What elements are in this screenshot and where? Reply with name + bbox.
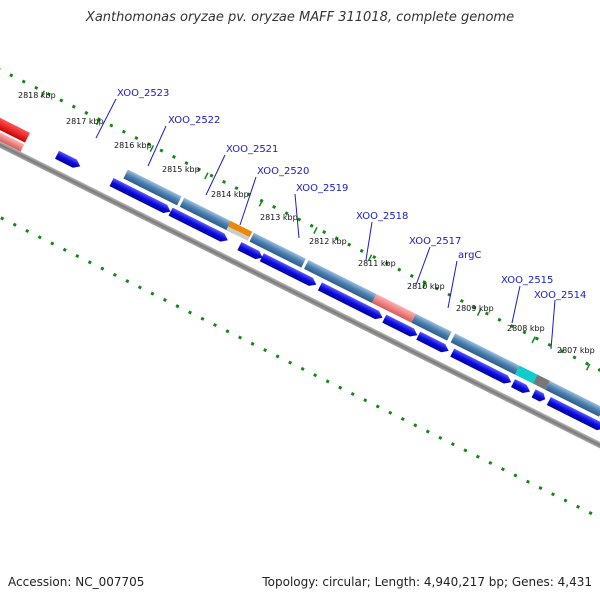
gray-feature[interactable] — [532, 374, 550, 390]
kbp-label: 2808 kbp — [507, 324, 545, 333]
gene-arrow[interactable] — [317, 282, 385, 321]
gene-arrow[interactable] — [55, 150, 82, 171]
kbp-label: 2816 kbp — [114, 141, 152, 150]
cds-feature[interactable] — [304, 259, 377, 303]
red-feature[interactable] — [0, 96, 30, 143]
gene-label-xoo-2514[interactable]: XOO_2514 — [534, 290, 586, 301]
orange-feature-shadow — [226, 226, 250, 241]
gene-arrow[interactable] — [109, 178, 173, 216]
kbp-labels: 2818 kbp 2817 kbp 2816 kbp 2815 kbp 2814… — [18, 91, 595, 355]
gene-arrow[interactable] — [259, 253, 319, 288]
map-title: Xanthomonas oryzae pv. oryzae MAFF 31101… — [85, 10, 515, 25]
cyan-feature[interactable] — [515, 365, 538, 384]
gene-label-xoo-2522[interactable]: XOO_2522 — [168, 115, 220, 126]
tick-marks — [40, 90, 591, 371]
cds-feature[interactable] — [545, 380, 600, 417]
inner-ruler-line — [0, 134, 600, 528]
forward-gene-track — [55, 150, 600, 433]
kbp-label: 2807 kbp — [557, 346, 595, 355]
kbp-label: 2815 kbp — [162, 165, 200, 174]
gene-arrow[interactable] — [237, 242, 264, 262]
gene-arrow[interactable] — [450, 348, 513, 387]
gene-label-xoo-2523[interactable]: XOO_2523 — [117, 88, 169, 99]
cds-feature[interactable] — [179, 197, 240, 235]
gene-label-xoo-2520[interactable]: XOO_2520 — [257, 166, 309, 177]
gene-arrow[interactable] — [531, 389, 548, 403]
outer-ruler-line — [0, 16, 600, 410]
kbp-label: 2811 kbp — [358, 259, 396, 268]
gene-labels: XOO_2523 XOO_2522 XOO_2521 XOO_2520 XOO_… — [117, 88, 586, 301]
label-leader-lines — [95, 98, 556, 350]
genome-summary-text: Topology: circular; Length: 4,940,217 bp… — [262, 575, 592, 589]
cds-feature[interactable] — [450, 333, 520, 375]
gene-label-xoo-2518[interactable]: XOO_2518 — [356, 211, 408, 222]
gene-label-xoo-2517[interactable]: XOO_2517 — [409, 236, 461, 247]
kbp-label: 2812 kbp — [309, 237, 347, 246]
kbp-label: 2809 kbp — [456, 304, 494, 313]
kbp-label: 2814 kbp — [211, 190, 249, 199]
gene-label-xoo-2521[interactable]: XOO_2521 — [226, 144, 278, 155]
gene-label-argc[interactable]: argC — [458, 250, 481, 261]
accession-text: Accession: NC_007705 — [8, 575, 145, 589]
gene-arrow[interactable] — [546, 396, 600, 433]
gene-arrow[interactable] — [416, 331, 450, 355]
gene-label-xoo-2515[interactable]: XOO_2515 — [501, 275, 553, 286]
forward-cds-track — [123, 169, 600, 417]
sequence-backbone — [0, 75, 600, 471]
pink-feature[interactable] — [371, 294, 416, 323]
kbp-label: 2810 kbp — [407, 282, 445, 291]
cds-feature[interactable] — [411, 313, 452, 341]
pink-feature[interactable] — [0, 108, 25, 152]
orange-feature[interactable] — [228, 221, 253, 238]
cds-feature[interactable] — [123, 169, 182, 206]
gene-label-xoo-2519[interactable]: XOO_2519 — [296, 183, 348, 194]
gene-arrow[interactable] — [511, 379, 532, 396]
kbp-label: 2813 kbp — [260, 213, 298, 222]
cds-feature[interactable] — [249, 232, 306, 268]
gene-arrow[interactable] — [168, 207, 230, 245]
gene-arrow[interactable] — [382, 314, 419, 340]
kbp-label: 2817 kbp — [66, 117, 104, 126]
kbp-label: 2818 kbp — [18, 91, 56, 100]
